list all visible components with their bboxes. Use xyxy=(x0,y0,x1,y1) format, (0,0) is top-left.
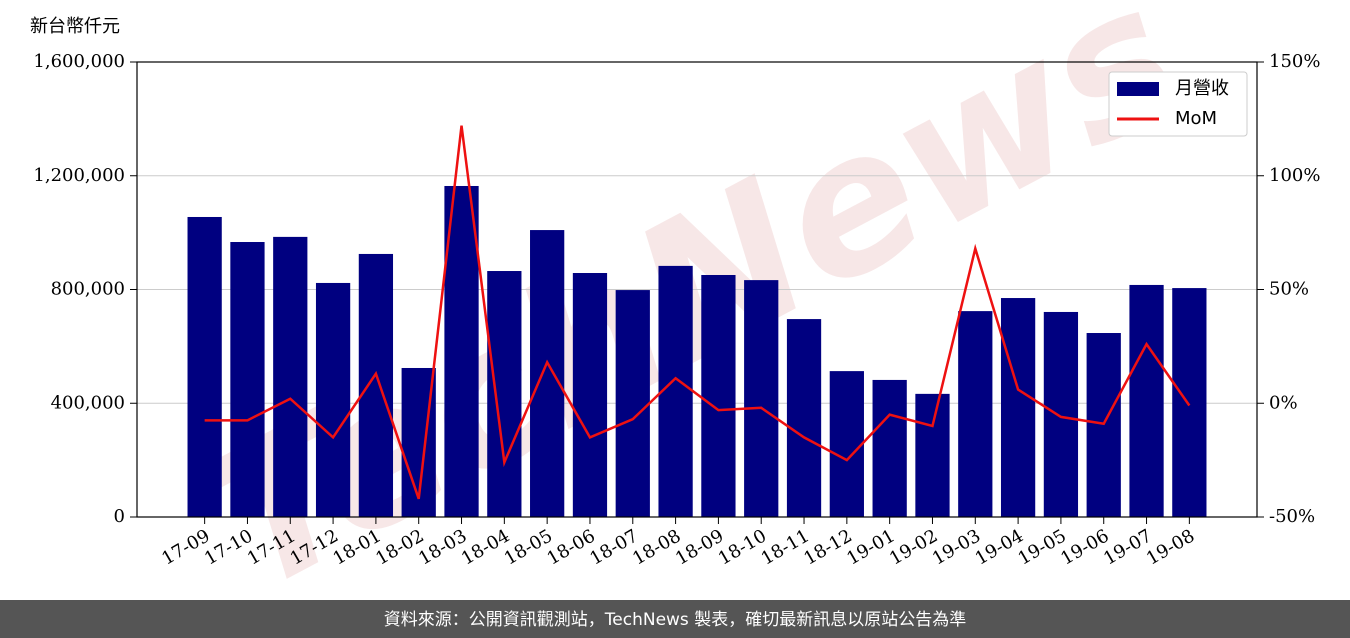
bar xyxy=(786,319,822,517)
x-tick-label: 19-02 xyxy=(886,525,941,569)
bar xyxy=(1043,311,1079,517)
legend-label: MoM xyxy=(1175,108,1217,129)
bar xyxy=(273,236,308,517)
y2-tick-label: 100% xyxy=(1269,165,1320,186)
y-tick-label: 1,600,000 xyxy=(33,51,125,72)
bar xyxy=(1086,333,1121,517)
bar xyxy=(315,282,351,517)
footer-bar xyxy=(0,600,1350,638)
plot-frame xyxy=(136,61,1258,518)
y2-tick-label: -50% xyxy=(1269,506,1315,527)
y-tick-label: 400,000 xyxy=(51,392,125,413)
bar xyxy=(187,216,222,517)
bar xyxy=(572,273,608,517)
bar xyxy=(872,379,907,517)
x-tick-label: 18-06 xyxy=(544,525,599,569)
y-tick-label: 0 xyxy=(114,506,125,527)
bar xyxy=(1000,298,1036,517)
x-tick-label: 19-04 xyxy=(972,525,1027,569)
bar xyxy=(658,265,693,517)
bar xyxy=(358,253,394,517)
legend-label: 月營收 xyxy=(1175,78,1229,99)
x-tick-label: 18-10 xyxy=(715,525,770,569)
bar xyxy=(701,274,736,517)
y2-tick-label: 0% xyxy=(1269,392,1298,413)
bar xyxy=(530,230,565,518)
x-tick-label: 18-11 xyxy=(758,525,813,569)
footer-text: 資料來源：公開資訊觀測站，TechNews 製表，確切最新訊息以原站公告為準 xyxy=(384,610,966,630)
x-tick-label: 19-06 xyxy=(1057,525,1112,569)
bar xyxy=(1172,288,1207,517)
x-tick-label: 19-08 xyxy=(1143,525,1198,569)
legend-swatch xyxy=(1117,82,1159,96)
bar xyxy=(958,311,993,517)
bar xyxy=(915,393,950,517)
x-tick-label: 18-07 xyxy=(586,525,641,569)
x-tick-label: 19-07 xyxy=(1100,525,1155,569)
bar xyxy=(230,242,265,517)
x-tick-label: 19-03 xyxy=(929,525,984,569)
x-tick-label: 19-01 xyxy=(843,525,898,569)
y-tick-label: 1,200,000 xyxy=(33,165,125,186)
y2-tick-label: 50% xyxy=(1269,279,1309,300)
bar xyxy=(1129,284,1164,517)
y2-tick-label: 150% xyxy=(1269,51,1320,72)
x-tick-label: 18-05 xyxy=(501,525,556,569)
bar xyxy=(829,371,864,517)
line xyxy=(204,125,1191,500)
bar xyxy=(444,185,479,518)
y-axis-label: 新台幣仟元 xyxy=(30,16,120,37)
x-tick-label: 18-09 xyxy=(672,525,727,569)
bar xyxy=(615,290,650,517)
bar xyxy=(744,280,779,517)
x-tick-label: 18-08 xyxy=(629,525,684,569)
x-tick-label: 19-05 xyxy=(1014,525,1069,569)
x-tick-label: 17-09 xyxy=(158,525,213,569)
bar xyxy=(487,271,522,517)
y-tick-label: 800,000 xyxy=(51,279,125,300)
x-tick-label: 18-12 xyxy=(800,525,855,569)
